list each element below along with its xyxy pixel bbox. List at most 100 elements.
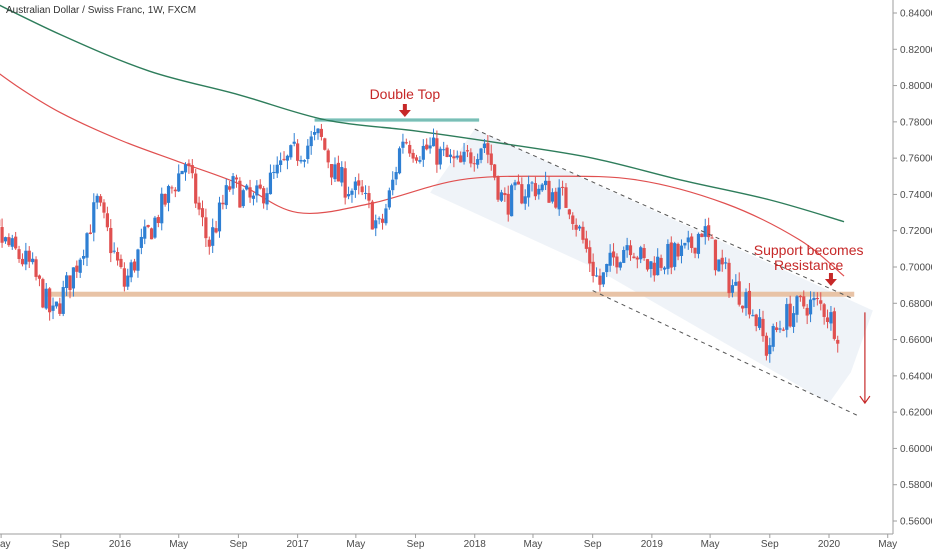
candle-body (282, 158, 286, 160)
candle-body (836, 339, 840, 344)
candle-body (649, 261, 653, 269)
candle-body (448, 154, 453, 157)
candle-body (741, 305, 745, 309)
candle-body (122, 268, 126, 287)
candle-body (166, 186, 171, 203)
candle-body (255, 185, 259, 196)
candle-body (428, 145, 432, 149)
candle-body (194, 173, 198, 204)
candle-body (520, 184, 524, 204)
candle-body (683, 242, 687, 246)
candle-body (149, 228, 154, 240)
candle-body (85, 233, 89, 258)
candle-body (808, 299, 813, 315)
candle-body (370, 201, 374, 230)
candle-body (336, 162, 340, 182)
candle-body (404, 142, 408, 144)
x-tick-label: 2016 (109, 539, 132, 550)
candle-body (533, 183, 538, 197)
candle-body (727, 262, 731, 294)
support-arrow-icon (824, 279, 837, 286)
candle-body (367, 193, 371, 201)
candle-body (778, 328, 782, 330)
candle-body (177, 173, 181, 192)
candle-body (686, 237, 690, 243)
candle-body (530, 182, 534, 184)
candle-body (380, 218, 385, 223)
candle-body (357, 180, 361, 186)
moving-averages (0, 4, 845, 277)
candle-body (126, 275, 130, 287)
x-tick-label: Sep (407, 539, 425, 550)
candle-body (129, 262, 133, 278)
candle-body (377, 218, 381, 220)
candle-body (71, 267, 76, 289)
candle-body (340, 167, 344, 183)
channel-lower-line (592, 290, 859, 417)
candle-body (363, 192, 368, 194)
candle-body (374, 220, 378, 229)
candle-body (832, 311, 836, 339)
candle-body (228, 186, 232, 190)
candle-body (703, 226, 707, 237)
candle-body (829, 312, 833, 324)
candle-body (442, 149, 446, 151)
candle-body (635, 257, 639, 260)
candle-body (669, 242, 673, 268)
candle-body (360, 186, 364, 193)
support-resistance-level (44, 291, 855, 297)
moving-average-short (0, 73, 845, 277)
candle-body (506, 193, 510, 215)
support-label-line1: Support becomes (754, 242, 864, 258)
candle-body (815, 298, 819, 300)
candle-body (608, 252, 612, 266)
candle-body (211, 227, 215, 246)
candle-body (734, 281, 738, 286)
candle-body (44, 288, 48, 309)
candle-body (751, 315, 755, 317)
candle-body (343, 168, 347, 198)
y-tick-label: 0.56000 (900, 517, 932, 528)
candle-body (662, 267, 667, 270)
candle-body (411, 152, 415, 159)
candle-body (119, 258, 123, 268)
candle-body (493, 164, 497, 178)
candle-body (275, 164, 279, 174)
candle-body (618, 262, 622, 268)
candle-body (737, 281, 741, 305)
candle-body (200, 208, 205, 218)
candle-body (819, 300, 823, 304)
candle-body (499, 192, 504, 201)
candle-body (435, 138, 439, 165)
candle-body (397, 148, 402, 174)
candle-body (805, 307, 809, 316)
candle-body (472, 163, 476, 165)
candle-body (143, 226, 147, 239)
candle-body (720, 257, 724, 265)
candle-body (234, 177, 239, 180)
candle-body (292, 141, 296, 144)
candle-body (88, 232, 92, 234)
candle-body (170, 187, 174, 189)
forecast-arrow-icon (859, 395, 871, 405)
candle-body (564, 187, 568, 208)
candle-body (54, 301, 59, 307)
candle-body (48, 288, 52, 313)
candle-body (333, 164, 337, 180)
candle-body (445, 147, 449, 157)
candle-body (554, 191, 558, 208)
candle-body (136, 249, 140, 271)
candle-body (153, 217, 157, 238)
candle-body (160, 193, 164, 224)
candle-body (190, 165, 194, 174)
candle-body (231, 176, 235, 189)
candle-body (187, 163, 191, 167)
candle-body (431, 137, 436, 147)
candle-body (652, 262, 656, 276)
